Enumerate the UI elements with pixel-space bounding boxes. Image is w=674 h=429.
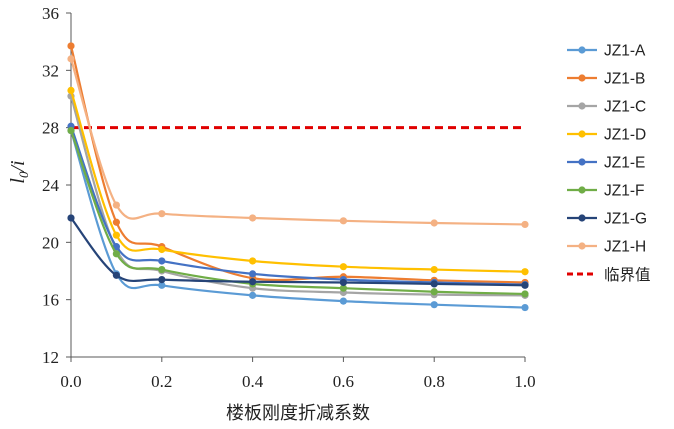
data-point <box>521 303 529 312</box>
series-line <box>69 58 526 226</box>
legend-label: JZ1-G <box>604 211 647 228</box>
legend-item: JZ1-D <box>567 127 646 144</box>
y-axis-title: l0/i <box>7 160 31 183</box>
data-point <box>430 288 438 296</box>
y-tick-label: 36 <box>42 4 59 23</box>
y-axis-title-tail: /i <box>7 160 29 172</box>
data-point <box>249 257 257 265</box>
data-point <box>430 265 438 274</box>
data-point <box>158 281 166 289</box>
legend-item: JZ1-E <box>567 155 645 172</box>
series-group <box>67 42 529 312</box>
data-point <box>249 270 257 278</box>
x-tick-label: 0.6 <box>333 372 354 391</box>
data-point <box>112 271 120 279</box>
x-axis-title: 楼板刚度折减系数 <box>226 403 370 424</box>
legend-item: JZ1-C <box>567 99 646 116</box>
legend-label: JZ1-D <box>604 127 646 144</box>
y-tick-label: 16 <box>42 291 59 310</box>
legend-item: JZ1-G <box>567 211 647 228</box>
legend-item: JZ1-F <box>567 183 644 200</box>
data-point <box>430 219 438 227</box>
series-jz1-d <box>67 86 529 276</box>
data-point <box>339 278 347 287</box>
x-tick-label: 0.0 <box>60 372 81 391</box>
data-point <box>249 291 257 299</box>
data-point <box>67 214 75 222</box>
x-tick-label: 0.2 <box>151 372 172 391</box>
data-point <box>430 280 438 288</box>
data-point <box>158 245 166 254</box>
data-point <box>430 301 438 309</box>
series-line <box>69 45 526 284</box>
legend-marker <box>578 214 586 222</box>
legend-item: JZ1-B <box>567 71 645 88</box>
legend-label: JZ1-H <box>604 239 646 256</box>
data-point <box>339 297 347 305</box>
data-point <box>67 126 75 135</box>
legend-item: JZ1-H <box>567 239 646 256</box>
data-point <box>158 265 166 274</box>
x-tick-labels: 0.0 0.2 0.4 0.6 0.8 1.0 <box>60 372 535 391</box>
legend-marker <box>578 130 586 138</box>
series-line <box>69 125 526 286</box>
y-tick-label: 20 <box>42 233 59 252</box>
data-point <box>158 210 166 218</box>
data-point <box>249 278 257 286</box>
y-tick-labels: 12 16 20 24 28 32 36 <box>42 4 60 367</box>
data-point <box>112 243 120 251</box>
data-point <box>112 250 120 258</box>
legend-label: 临界值 <box>604 266 651 284</box>
data-point <box>67 86 75 94</box>
x-tick-label: 0.8 <box>424 372 445 391</box>
legend-label: JZ1-C <box>604 99 646 116</box>
y-axis-title-sub: 0 <box>16 171 31 178</box>
data-point <box>339 263 347 271</box>
series-line <box>69 95 526 297</box>
legend-item: JZ1-A <box>567 43 646 60</box>
y-tick-label: 28 <box>42 119 59 138</box>
data-point <box>158 257 166 265</box>
data-point <box>249 214 257 222</box>
x-tick-label: 0.4 <box>242 372 264 391</box>
legend-item-threshold: 临界值 <box>567 266 651 284</box>
y-tick-label: 12 <box>42 348 59 367</box>
legend: JZ1-A JZ1-B JZ1-C JZ1-D JZ1-E JZ1-F JZ1-G JZ1-H… <box>567 43 651 284</box>
data-point <box>521 268 529 276</box>
data-point <box>67 55 75 63</box>
series-line <box>70 217 526 287</box>
series-jz1-g <box>67 214 529 289</box>
x-tick-label: 1.0 <box>514 372 535 391</box>
legend-label: JZ1-E <box>604 155 645 172</box>
legend-marker <box>578 46 586 54</box>
data-point <box>67 42 75 50</box>
legend-marker <box>578 242 586 250</box>
legend-marker <box>578 186 586 194</box>
data-point <box>521 281 529 289</box>
legend-marker <box>578 158 586 166</box>
legend-marker <box>578 102 586 110</box>
data-point <box>112 231 120 239</box>
data-point <box>521 220 529 229</box>
axes <box>66 12 526 362</box>
y-tick-label: 24 <box>42 176 60 195</box>
legend-label: JZ1-B <box>604 71 645 88</box>
series-jz1-h <box>67 55 529 229</box>
data-point <box>521 290 529 298</box>
y-axis-title-main: l <box>7 178 29 184</box>
data-point <box>112 201 120 209</box>
data-point <box>339 284 347 292</box>
data-point <box>339 217 347 225</box>
y-tick-label: 32 <box>42 61 59 80</box>
legend-marker <box>578 74 586 82</box>
legend-label: JZ1-F <box>604 183 644 200</box>
legend-label: JZ1-A <box>604 43 646 60</box>
data-point <box>158 276 166 284</box>
data-point <box>112 218 120 226</box>
series-jz1-f <box>67 126 529 298</box>
